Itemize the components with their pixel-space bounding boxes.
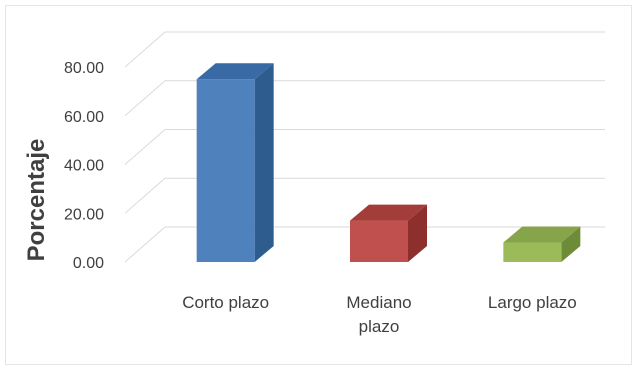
- y-tick-label: 60.00: [64, 109, 104, 126]
- bar-top: [350, 204, 427, 221]
- x-tick-label: Mediano plazo: [346, 293, 411, 336]
- gridline-diagonal: [124, 31, 166, 68]
- x-tick-label-line: Mediano: [346, 293, 411, 312]
- x-tick-label-line: Largo plazo: [488, 293, 577, 312]
- gridline-diagonal: [124, 177, 166, 214]
- bar-side: [561, 226, 581, 262]
- y-tick-label: 20.00: [64, 206, 104, 223]
- x-tick-label: Largo plazo: [488, 293, 577, 312]
- bar-3: [503, 226, 581, 262]
- y-axis-ticks: 0.00 20.00 40.00 60.00 80.00: [64, 60, 104, 272]
- bar-2: [350, 204, 427, 262]
- y-tick-label: 80.00: [64, 60, 104, 77]
- y-axis-label: Porcentaje: [23, 139, 50, 262]
- x-tick-label-line: Corto plazo: [182, 293, 269, 312]
- bar-1: [196, 63, 274, 262]
- bar-front: [503, 242, 562, 262]
- chart-border: [5, 5, 632, 365]
- bar-top: [196, 63, 274, 80]
- gridline-diagonal: [124, 80, 166, 117]
- gridline-diagonal: [124, 129, 166, 165]
- x-tick-label: Corto plazo: [182, 293, 269, 312]
- bar-front: [196, 79, 255, 262]
- bar-top: [503, 226, 581, 243]
- gridline-diagonal: [124, 226, 166, 263]
- bars: [196, 63, 581, 262]
- y-tick-label: 40.00: [64, 158, 104, 175]
- y-tick-label: 0.00: [73, 255, 104, 272]
- bar-side: [408, 204, 427, 262]
- x-tick-label-line: plazo: [359, 317, 400, 336]
- bar-front: [350, 220, 408, 262]
- bar-side: [254, 63, 274, 262]
- x-axis-ticks: Corto plazo Mediano plazo Largo plazo: [182, 293, 577, 336]
